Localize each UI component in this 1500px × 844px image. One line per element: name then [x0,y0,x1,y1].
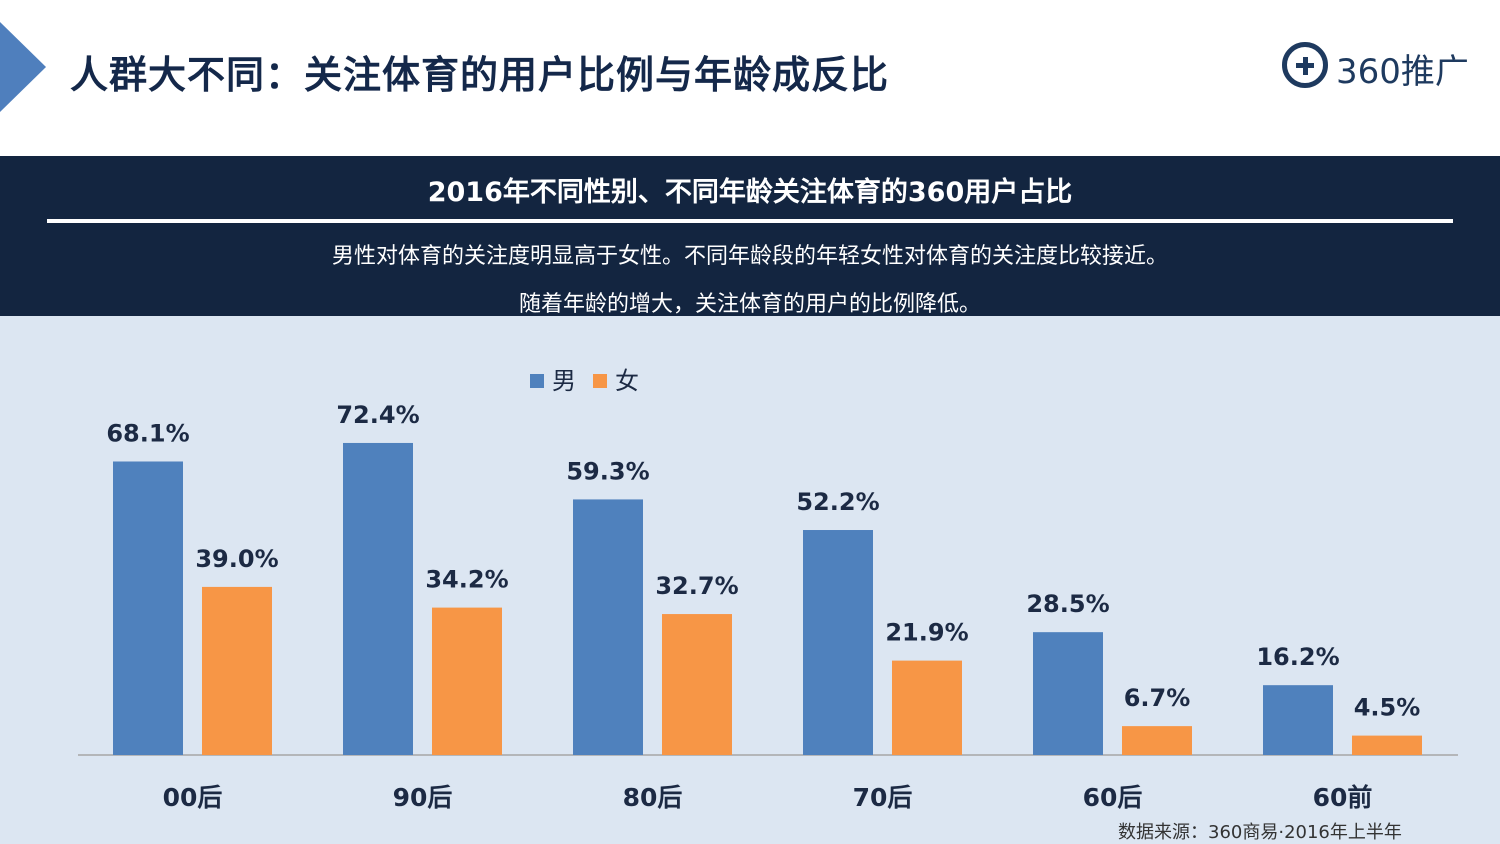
bar-male [803,530,873,755]
category-label: 70后 [853,783,913,812]
page-title: 人群大不同：关注体育的用户比例与年龄成反比 [70,53,890,97]
data-label: 68.1% [106,419,189,447]
bar-chart: 68.1% 72.4% 59.3% 52.2% 28.5% 16.2% 39.0% 34.2%… [78,367,1458,812]
data-label: 34.2% [425,566,508,594]
data-label: 28.5% [1026,590,1109,618]
data-label: 21.9% [885,619,968,647]
data-label: 4.5% [1354,694,1421,722]
bar-female [892,660,962,755]
data-label: 6.7% [1124,684,1191,712]
header-accent-triangle [0,22,46,112]
logo: 360推广 [1282,40,1482,92]
category-label: 60后 [1083,783,1143,812]
legend-label: 男 [552,367,576,395]
bar-female [432,607,502,755]
bar-male [1033,632,1103,755]
bar-male [573,499,643,755]
category-label: 90后 [393,783,453,812]
header: 人群大不同：关注体育的用户比例与年龄成反比 360推广 [0,0,1500,156]
divider [47,219,1453,223]
data-source: 数据来源：360商易·2016年上半年 [1118,822,1402,843]
legend-swatch [530,374,544,388]
chart-heading: 2016年不同性别、不同年龄关注体育的360用户占比 [427,177,1073,208]
bar-female [662,614,732,755]
bar-male [113,461,183,755]
summary-line-2: 随着年龄的增大，关注体育的用户的比例降低。 [518,292,981,317]
summary-band: 2016年不同性别、不同年龄关注体育的360用户占比 男性对体育的关注度明显高于… [0,156,1500,317]
bar-female [202,586,272,755]
logo-text: 360推广 [1336,52,1469,92]
data-label: 39.0% [195,545,278,573]
logo-plus-icon-vertical [1302,56,1308,75]
chart-area: 68.1% 72.4% 59.3% 52.2% 28.5% 16.2% 39.0% 34.2%… [0,316,1500,844]
data-label: 32.7% [655,572,738,600]
bar-female [1352,735,1422,755]
logo-circle-icon [1282,42,1328,88]
category-label: 60前 [1313,783,1373,812]
summary-line-1: 男性对体育的关注度明显高于女性。不同年龄段的年轻女性对体育的关注度比较接近。 [331,244,1168,269]
bar-female [1122,726,1192,755]
legend-label: 女 [615,367,639,395]
category-label: 00后 [163,783,223,812]
bar-male [343,442,413,755]
data-label: 72.4% [336,401,419,429]
data-label: 59.3% [566,457,649,485]
data-label: 16.2% [1256,643,1339,671]
data-label: 52.2% [796,488,879,516]
bar-male [1263,685,1333,755]
category-label: 80后 [623,783,683,812]
legend-swatch [593,374,607,388]
